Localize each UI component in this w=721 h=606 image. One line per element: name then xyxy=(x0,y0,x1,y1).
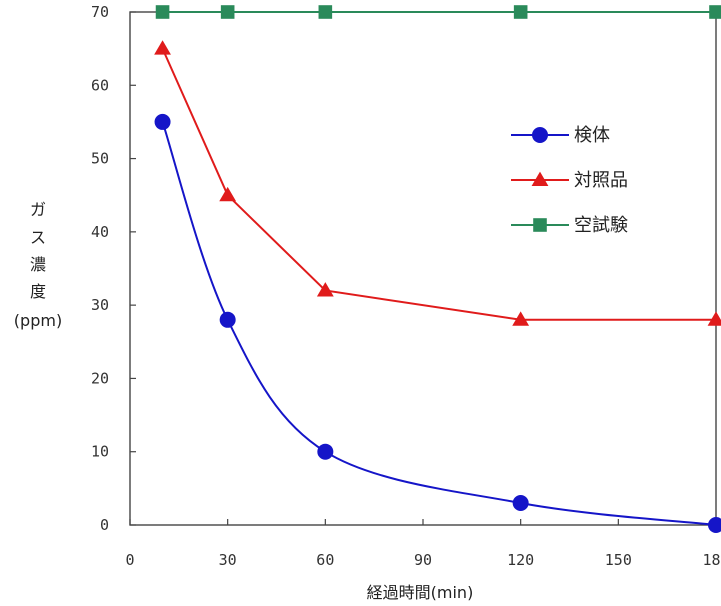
y-tick-label: 10 xyxy=(91,443,109,461)
legend-item: 対照品 xyxy=(511,170,628,191)
x-tick-label: 120 xyxy=(507,551,534,569)
legend-item: 空試験 xyxy=(511,215,628,236)
legend-label: 対照品 xyxy=(574,170,628,191)
data-point-triangle xyxy=(316,282,334,297)
series-layer xyxy=(154,5,721,533)
y-tick-label: 70 xyxy=(91,3,109,21)
legend-marker-square xyxy=(533,218,547,232)
data-point-square xyxy=(318,5,333,19)
y-tick-label: 20 xyxy=(91,369,109,387)
legend-label: 空試験 xyxy=(574,215,628,236)
data-point-triangle xyxy=(707,311,721,326)
data-point-square xyxy=(513,5,528,19)
data-point-square xyxy=(220,5,235,19)
data-point-circle xyxy=(708,517,721,533)
data-point-circle xyxy=(219,311,236,328)
series-line xyxy=(161,48,716,321)
y-tick-label: 0 xyxy=(100,516,109,534)
data-point-triangle xyxy=(154,40,171,55)
x-tick-label: 90 xyxy=(414,551,432,569)
axes xyxy=(129,11,717,526)
y-tick-label: 50 xyxy=(91,150,109,168)
ticks: 0 30 60 90 120 150 180 0 10 20 30 40 50 60 70 xyxy=(91,3,721,569)
x-tick-label: 150 xyxy=(605,551,632,569)
legend-label: 検体 xyxy=(574,125,610,146)
series-circle xyxy=(154,113,721,533)
x-axis-label: 経過時間(min) xyxy=(367,583,474,602)
y-axis-label-char: 濃 xyxy=(30,255,46,274)
legend-marker-triangle xyxy=(531,171,549,186)
series-square xyxy=(155,5,721,19)
y-axis-label-char: (ppm) xyxy=(14,311,62,330)
data-point-circle xyxy=(154,113,171,130)
data-point-triangle xyxy=(512,311,530,326)
x-tick-label: 30 xyxy=(219,551,237,569)
data-point-square xyxy=(155,5,170,19)
y-tick-label: 60 xyxy=(91,76,109,94)
series-line xyxy=(161,121,717,526)
y-tick-label: 30 xyxy=(91,296,109,314)
legend-item: 検体 xyxy=(511,125,610,146)
y-axis-label-char: ス xyxy=(30,228,46,247)
y-tick-label: 40 xyxy=(91,223,109,241)
series-triangle xyxy=(154,40,721,326)
x-tick-label: 180 xyxy=(702,551,721,569)
y-axis-label-char: ガ xyxy=(30,200,46,219)
data-point-triangle xyxy=(219,186,237,202)
x-tick-label: 0 xyxy=(125,551,134,569)
data-point-circle xyxy=(317,443,334,460)
legend-marker-circle xyxy=(532,127,548,143)
y-axis-label-char: 度 xyxy=(30,282,46,301)
plot-frame xyxy=(129,11,717,526)
data-point-circle xyxy=(512,495,529,512)
data-point-square xyxy=(709,5,721,19)
x-tick-label: 60 xyxy=(316,551,334,569)
